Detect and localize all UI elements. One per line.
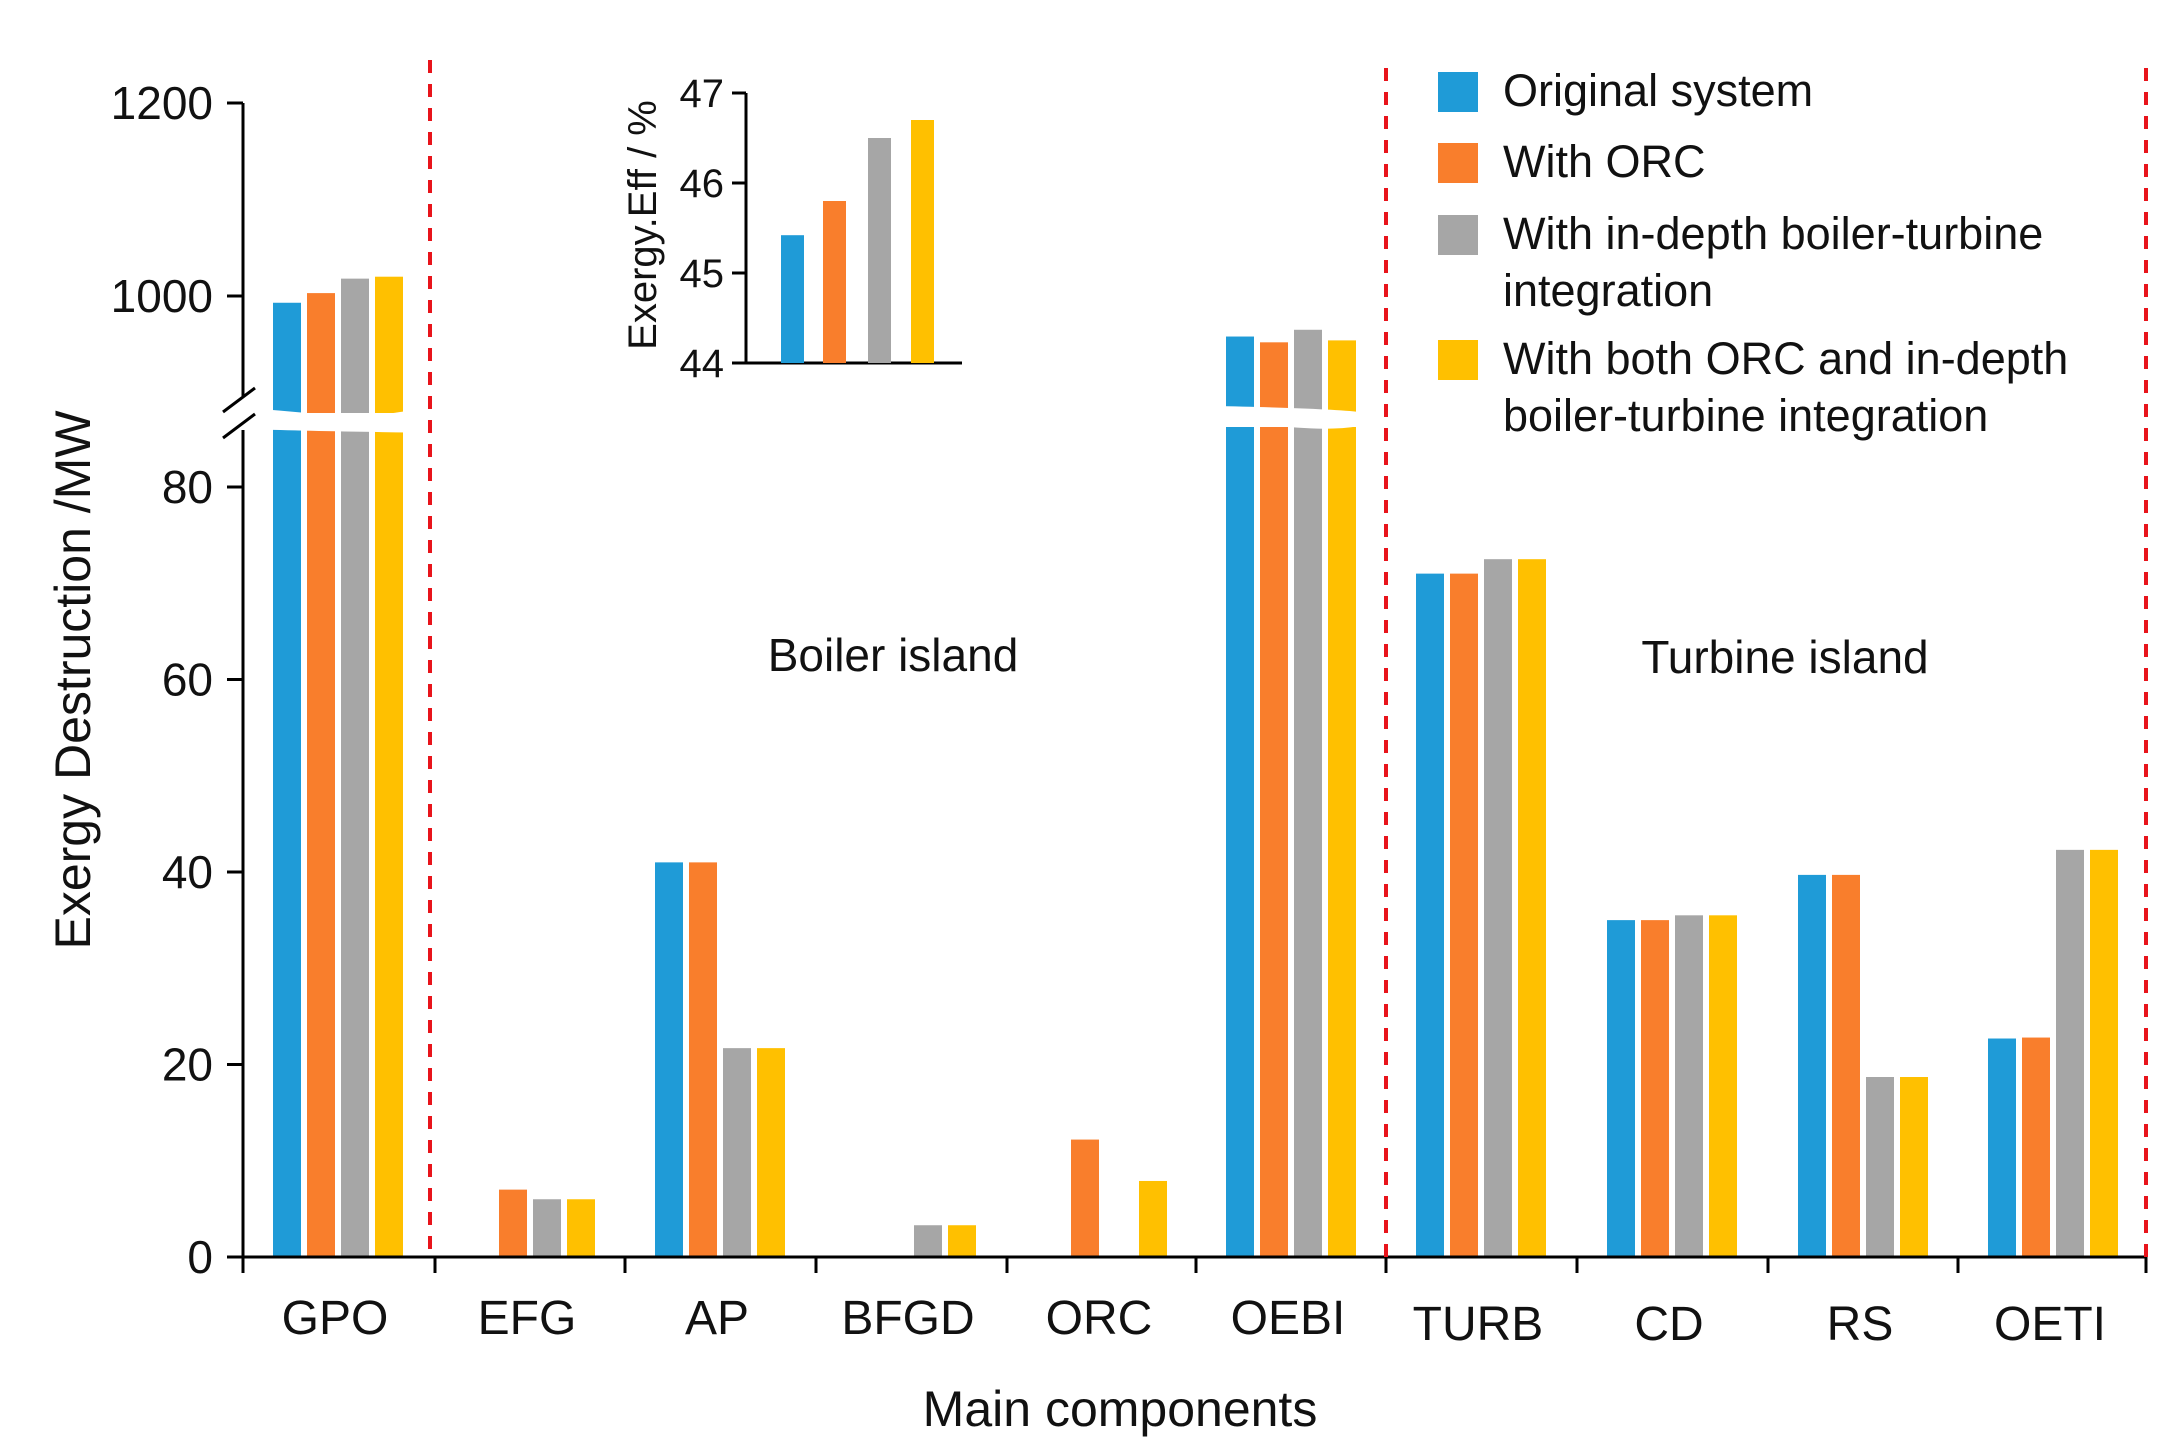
bar-turb-series-1 bbox=[1416, 573, 1444, 1257]
bar-ap-series-2 bbox=[689, 862, 717, 1257]
bar-oeti-series-4 bbox=[2090, 849, 2118, 1257]
x-tick-label-efg: EFG bbox=[478, 1292, 577, 1345]
y-tick-label-80: 80 bbox=[162, 461, 213, 513]
bar-efg-series-3 bbox=[533, 1199, 561, 1257]
bars-layer bbox=[273, 276, 2118, 1258]
y-tick-label-60: 60 bbox=[162, 654, 213, 706]
y-tick-label-1200: 1200 bbox=[111, 77, 213, 129]
inset-y-tick-label-46: 46 bbox=[680, 162, 725, 206]
x-tick-label-oebi: OEBI bbox=[1231, 1292, 1346, 1345]
bar-rs-series-3 bbox=[1866, 1077, 1894, 1257]
bar-efg-series-2 bbox=[499, 1189, 527, 1257]
bar-oebi-series-3 bbox=[1294, 329, 1322, 1257]
bar-bfgd-series-3 bbox=[914, 1225, 942, 1257]
inset-y-axis-title: Exergy.Eff / % bbox=[621, 100, 665, 350]
bar-oeti-series-1 bbox=[1988, 1038, 2016, 1257]
legend-swatch-1 bbox=[1438, 72, 1478, 112]
x-tick-label-oeti: OETI bbox=[1994, 1298, 2106, 1351]
inset-y-tick-label-47: 47 bbox=[680, 72, 725, 116]
inset-bar-series-4 bbox=[911, 120, 934, 363]
bar-cd-series-2 bbox=[1641, 920, 1669, 1257]
bar-gpo-series-2 bbox=[307, 293, 335, 1258]
bar-cd-series-1 bbox=[1607, 920, 1635, 1257]
inset-bar-series-2 bbox=[823, 201, 846, 363]
inset-bar-series-3 bbox=[868, 138, 891, 363]
inset-y-tick-label-44: 44 bbox=[680, 342, 725, 386]
x-tick-label-turb: TURB bbox=[1413, 1298, 1544, 1351]
y-tick-label-1000: 1000 bbox=[111, 270, 213, 322]
axis-break-layer bbox=[200, 403, 1370, 435]
y-tick-label-40: 40 bbox=[162, 846, 213, 898]
bar-orc-series-2 bbox=[1071, 1139, 1099, 1257]
x-tick-label-gpo: GPO bbox=[282, 1292, 389, 1345]
bar-cd-series-3 bbox=[1675, 915, 1703, 1257]
bar-rs-series-1 bbox=[1798, 874, 1826, 1257]
y-axis-break-mark-1 bbox=[222, 386, 256, 414]
legend-entry-4-line-2: boiler-turbine integration bbox=[1503, 390, 1988, 441]
y-axis-break-mark-2 bbox=[222, 412, 256, 440]
legend-swatch-3 bbox=[1438, 215, 1478, 255]
bar-gpo-series-4 bbox=[375, 276, 403, 1257]
x-tick-label-rs: RS bbox=[1827, 1298, 1894, 1351]
bar-oebi-series-2 bbox=[1260, 342, 1288, 1257]
region-label-boiler-island: Boiler island bbox=[768, 629, 1019, 681]
legend: Original system With ORC With in-depth boi… bbox=[1438, 65, 2068, 441]
bar-rs-series-4 bbox=[1900, 1077, 1928, 1257]
bar-gpo-series-3 bbox=[341, 278, 369, 1257]
bar-oebi-series-1 bbox=[1226, 336, 1254, 1257]
legend-swatch-4 bbox=[1438, 340, 1478, 380]
bar-oebi-series-4 bbox=[1328, 340, 1356, 1257]
region-label-turbine-island: Turbine island bbox=[1641, 631, 1928, 683]
x-tick-label-orc: ORC bbox=[1046, 1292, 1153, 1345]
bar-turb-series-3 bbox=[1484, 559, 1512, 1257]
legend-entry-1-line-1: Original system bbox=[1503, 65, 1813, 116]
axis-break-strip bbox=[250, 413, 1370, 427]
bar-cd-series-4 bbox=[1709, 915, 1737, 1257]
x-tick-label-bfgd: BFGD bbox=[841, 1292, 974, 1345]
bar-gpo-series-1 bbox=[273, 302, 301, 1257]
y-tick-label-20: 20 bbox=[162, 1039, 213, 1091]
inset-bar-series-1 bbox=[781, 235, 804, 363]
legend-entry-3-line-1: With in-depth boiler-turbine bbox=[1503, 208, 2043, 259]
bar-bfgd-series-4 bbox=[948, 1225, 976, 1257]
x-tick-label-cd: CD bbox=[1634, 1298, 1703, 1351]
bar-orc-series-4 bbox=[1139, 1180, 1167, 1257]
x-axis-title: Main components bbox=[923, 1381, 1318, 1437]
inset-chart: 44 45 46 47 Exergy.Eff / % bbox=[621, 72, 962, 386]
axes-layer: 0 20 40 60 80 1000 1200 GPO EFG AP BFGD ORC OEBI TURB… bbox=[111, 77, 2148, 1351]
bar-ap-series-3 bbox=[723, 1048, 751, 1257]
bar-rs-series-2 bbox=[1832, 874, 1860, 1257]
legend-entry-2-line-1: With ORC bbox=[1503, 136, 1706, 187]
legend-swatch-2 bbox=[1438, 143, 1478, 183]
x-tick-label-ap: AP bbox=[685, 1292, 749, 1345]
bar-ap-series-1 bbox=[655, 862, 683, 1257]
y-tick-label-0: 0 bbox=[187, 1231, 213, 1283]
bar-turb-series-4 bbox=[1518, 559, 1546, 1257]
bar-turb-series-2 bbox=[1450, 573, 1478, 1257]
y-axis-title: Exergy Destruction /MW bbox=[45, 410, 101, 950]
inset-y-tick-label-45: 45 bbox=[680, 252, 725, 296]
bar-ap-series-4 bbox=[757, 1048, 785, 1257]
legend-entry-3-line-2: integration bbox=[1503, 265, 1713, 316]
bar-oeti-series-3 bbox=[2056, 849, 2084, 1257]
island-separators bbox=[428, 60, 2148, 1262]
legend-entry-4-line-1: With both ORC and in-depth bbox=[1503, 333, 2068, 384]
bar-oeti-series-2 bbox=[2022, 1037, 2050, 1257]
bar-efg-series-4 bbox=[567, 1199, 595, 1257]
